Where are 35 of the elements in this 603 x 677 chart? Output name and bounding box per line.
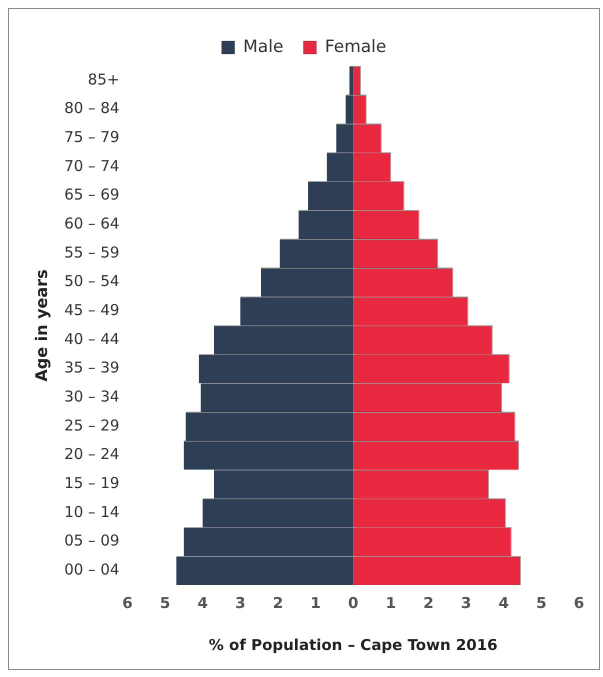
y-tick-label: 30 – 34 <box>64 387 120 406</box>
y-tick-label: 25 – 29 <box>64 416 120 434</box>
x-axis-title: % of Population – Cape Town 2016 <box>208 636 498 654</box>
y-tick-label: 35 – 39 <box>64 358 120 377</box>
legend-label: Female <box>324 36 386 57</box>
x-tick-label: 4 <box>197 594 208 612</box>
x-tick-label: 4 <box>498 594 509 612</box>
y-tick-label: 60 – 64 <box>64 214 120 232</box>
x-tick-label: 1 <box>310 594 321 612</box>
x-tick-label: 3 <box>235 594 246 612</box>
y-tick-label: 15 – 19 <box>64 474 120 492</box>
y-tick-label: 40 – 44 <box>64 330 120 348</box>
x-tick-label: 6 <box>574 594 584 612</box>
y-tick-label: 65 – 69 <box>64 186 120 204</box>
y-tick-label: 50 – 54 <box>64 272 120 290</box>
y-tick-label: 20 – 24 <box>64 445 120 464</box>
y-tick-label: 70 – 74 <box>64 156 120 175</box>
x-tick-label: 2 <box>423 594 434 612</box>
x-tick-label: 1 <box>386 594 396 612</box>
y-tick-label: 75 – 79 <box>64 128 120 146</box>
y-tick-label: 10 – 14 <box>64 502 120 521</box>
y-axis-title: Age in years <box>32 269 51 382</box>
y-tick-label: 80 – 84 <box>64 99 120 118</box>
x-tick-label: 3 <box>460 594 472 612</box>
x-tick-label: 6 <box>122 594 133 612</box>
x-tick-label: 2 <box>272 594 284 612</box>
y-tick-label: 45 – 49 <box>64 300 120 319</box>
y-tick-label: 85+ <box>88 70 120 88</box>
x-tick-label: 5 <box>536 594 547 612</box>
y-tick-label: 00 – 04 <box>64 560 120 578</box>
y-tick-label: 05 – 09 <box>64 532 120 550</box>
y-tick-label: 55 – 59 <box>64 243 120 262</box>
x-tick-label: 5 <box>160 594 170 612</box>
legend-label: Male <box>243 36 284 57</box>
x-tick-label: 0 <box>348 594 358 612</box>
